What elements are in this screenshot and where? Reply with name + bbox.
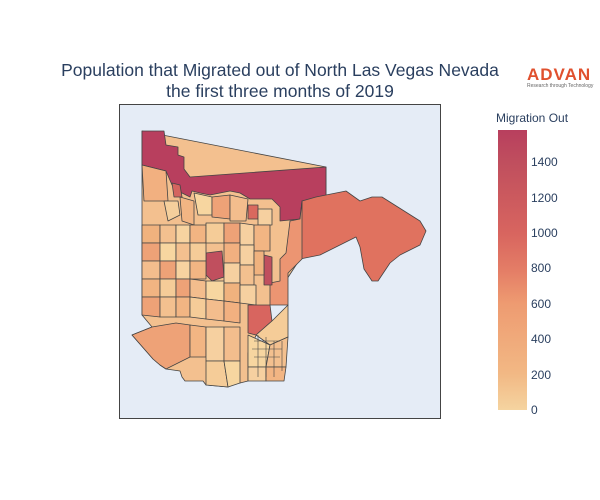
tract-r2-2 [159, 242, 177, 262]
tract-r3-3 [175, 260, 191, 280]
colorbar-tick-1400: 1400 [531, 155, 558, 169]
title-line-1: Population that Migrated out of North La… [61, 60, 499, 80]
logo-wordmark: ADVAN [527, 65, 592, 84]
tract-r3-4 [189, 260, 207, 280]
tract-r1-1 [141, 224, 161, 244]
tract-r4-7 [239, 284, 257, 306]
colorbar-tick-1200: 1200 [531, 191, 558, 205]
tract-r1-4 [189, 224, 207, 244]
tract-sw-3 [205, 326, 225, 362]
tract-r4-4 [189, 278, 207, 300]
tract-nw-2 [163, 200, 181, 222]
eastern-strip-tract [269, 200, 303, 306]
tract-r2-4 [189, 242, 207, 262]
title-line-2: the first three months of 2019 [166, 81, 394, 101]
tract-r4-2 [159, 278, 177, 298]
colorbar-tick-600: 600 [531, 297, 552, 311]
tract-r1-3 [175, 224, 191, 244]
tract-r1-6 [223, 222, 241, 244]
tract-r4-3 [175, 278, 191, 298]
colorbar-tick-800: 800 [531, 261, 552, 275]
tract-r4-5 [205, 280, 225, 302]
central-tract-2 [263, 254, 273, 286]
tract-r3-2 [159, 260, 177, 280]
tract-r2-3 [175, 242, 191, 262]
tract-se-4 [247, 366, 267, 382]
tract-r5-4 [189, 296, 207, 320]
colorbar [498, 130, 527, 410]
tract-se-1 [255, 304, 289, 346]
tract-r2-7 [253, 250, 265, 276]
tract-r1-7 [239, 222, 255, 246]
chart-title: Population that Migrated out of North La… [20, 60, 540, 102]
tract-nw-5 [211, 194, 231, 220]
central-tract-1 [205, 250, 225, 282]
tract-r3-6 [239, 264, 255, 286]
map-area[interactable] [119, 104, 441, 419]
tract-nw-8 [257, 208, 273, 226]
tract-r2-6 [239, 244, 255, 266]
north-west-tract [171, 182, 183, 198]
tract-r1-2 [159, 224, 177, 244]
logo-tagline: Research through Technology [527, 83, 594, 89]
tract-r4-6 [223, 282, 241, 304]
east-tract [299, 190, 427, 282]
advan-logo: ADVAN Research through Technology [527, 66, 593, 89]
colorbar-tick-0: 0 [531, 403, 538, 417]
tract-nw-6 [229, 194, 249, 222]
colorbar-tick-400: 400 [531, 332, 552, 346]
tract-nw-7 [247, 204, 259, 220]
tract-r2-5 [223, 242, 241, 264]
tract-nw-1 [141, 164, 169, 202]
colorbar-title: Migration Out [496, 111, 569, 125]
tract-r1-5 [205, 222, 225, 244]
tract-nw-3 [179, 196, 195, 226]
tract-r5-6 [223, 300, 241, 324]
tract-sw-6 [223, 360, 241, 388]
tract-sw-2 [189, 324, 207, 358]
tract-r1-8 [253, 224, 271, 252]
tract-r3-1 [141, 260, 161, 280]
tract-sw-4 [223, 326, 241, 362]
tract-r3-5 [223, 262, 241, 284]
tract-r2-1 [141, 242, 161, 262]
tract-r5-1 [141, 296, 161, 318]
tract-se-5 [265, 366, 287, 382]
tract-r5-5 [205, 298, 225, 322]
tract-r5-2 [159, 296, 177, 318]
tract-r5-3 [175, 296, 191, 318]
colorbar-tick-1000: 1000 [531, 226, 558, 240]
choropleth-map [131, 130, 427, 388]
tract-r4-1 [141, 278, 161, 298]
north-tract [141, 130, 327, 222]
colorbar-tick-200: 200 [531, 368, 552, 382]
